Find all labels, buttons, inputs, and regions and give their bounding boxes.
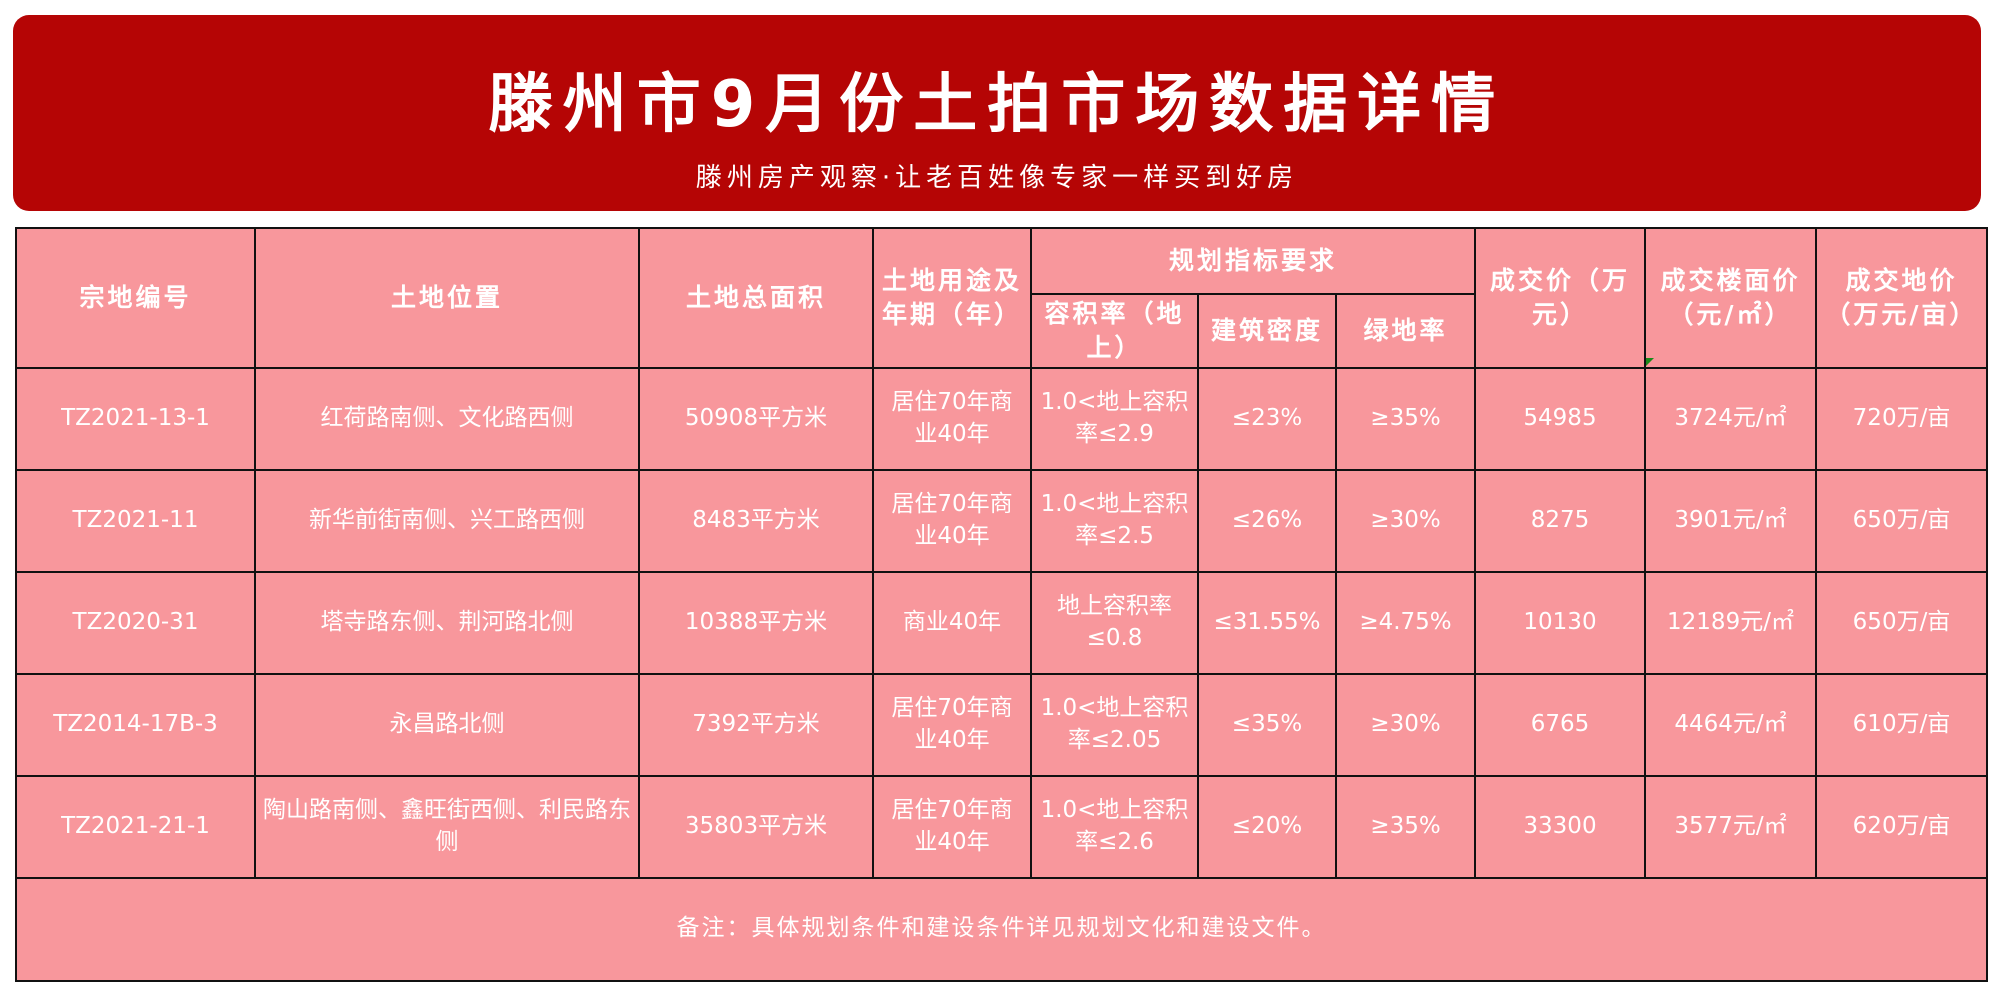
land-auction-table: 宗地编号 土地位置 土地总面积 土地用途及年期（年） 规划指标要求 成交价（万元… <box>15 227 1988 982</box>
table-row: TZ2021-21-1 陶山路南侧、鑫旺街西侧、利民路东侧 35803平方米 居住70… <box>15 774 1988 879</box>
cell-location: 新华前街南侧、兴工路西侧 <box>254 468 640 573</box>
header-planning-group: 规划指标要求 <box>1030 227 1476 295</box>
cell-far: 地上容积率≤0.8 <box>1030 570 1199 675</box>
cell-density: ≤35% <box>1197 672 1337 777</box>
cell-price: 33300 <box>1474 774 1646 879</box>
cell-land-price: 720万/亩 <box>1815 366 1988 471</box>
cell-green: ≥4.75% <box>1335 570 1476 675</box>
header-density: 建筑密度 <box>1197 293 1337 369</box>
cell-far: 1.0<地上容积率≤2.6 <box>1030 774 1199 879</box>
header-location: 土地位置 <box>254 227 640 369</box>
cell-price: 10130 <box>1474 570 1646 675</box>
cell-floor-price: 4464元/㎡ <box>1644 672 1817 777</box>
cell-land-price: 610万/亩 <box>1815 672 1988 777</box>
cell-density: ≤26% <box>1197 468 1337 573</box>
cell-usage: 居住70年商业40年 <box>872 774 1032 879</box>
table-row: TZ2021-11 新华前街南侧、兴工路西侧 8483平方米 居住70年商业40年 1.… <box>15 468 1988 573</box>
cell-land-price: 620万/亩 <box>1815 774 1988 879</box>
header-price: 成交价（万元） <box>1474 227 1646 369</box>
table-row: TZ2020-31 塔寺路东侧、荆河路北侧 10388平方米 商业40年 地上容积率≤0… <box>15 570 1988 675</box>
cell-area: 7392平方米 <box>638 672 874 777</box>
cell-usage: 居住70年商业40年 <box>872 672 1032 777</box>
cell-parcel-id: TZ2021-11 <box>15 468 256 573</box>
header-area: 土地总面积 <box>638 227 874 369</box>
cell-parcel-id: TZ2021-21-1 <box>15 774 256 879</box>
cell-green: ≥35% <box>1335 774 1476 879</box>
cell-usage: 居住70年商业40年 <box>872 468 1032 573</box>
cell-floor-price: 12189元/㎡ <box>1644 570 1817 675</box>
cell-green: ≥30% <box>1335 468 1476 573</box>
header-green: 绿地率 <box>1335 293 1476 369</box>
cell-area: 35803平方米 <box>638 774 874 879</box>
cell-location: 红荷路南侧、文化路西侧 <box>254 366 640 471</box>
footnote: 备注：具体规划条件和建设条件详见规划文化和建设文件。 <box>15 876 1988 982</box>
cell-location: 陶山路南侧、鑫旺街西侧、利民路东侧 <box>254 774 640 879</box>
header-far: 容积率（地上） <box>1030 293 1199 369</box>
cell-far: 1.0<地上容积率≤2.05 <box>1030 672 1199 777</box>
cell-far: 1.0<地上容积率≤2.9 <box>1030 366 1199 471</box>
cell-usage: 居住70年商业40年 <box>872 366 1032 471</box>
cell-price: 6765 <box>1474 672 1646 777</box>
cell-parcel-id: TZ2021-13-1 <box>15 366 256 471</box>
page-title: 滕州市9月份土拍市场数据详情 <box>488 68 1506 142</box>
cell-parcel-id: TZ2020-31 <box>15 570 256 675</box>
cell-land-price: 650万/亩 <box>1815 570 1988 675</box>
cell-land-price: 650万/亩 <box>1815 468 1988 573</box>
cell-density: ≤20% <box>1197 774 1337 879</box>
table-row: TZ2014-17B-3 永昌路北侧 7392平方米 居住70年商业40年 1.0<地上… <box>15 672 1988 777</box>
cell-density: ≤23% <box>1197 366 1337 471</box>
cell-area: 50908平方米 <box>638 366 874 471</box>
page-subtitle: 滕州房产观察·让老百姓像专家一样买到好房 <box>695 163 1299 193</box>
cell-price: 54985 <box>1474 366 1646 471</box>
cell-floor-price: 3577元/㎡ <box>1644 774 1817 879</box>
header-land-price: 成交地价（万元/亩） <box>1815 227 1988 369</box>
cell-density: ≤31.55% <box>1197 570 1337 675</box>
cell-floor-price: 3724元/㎡ <box>1644 366 1817 471</box>
cell-price: 8275 <box>1474 468 1646 573</box>
cell-floor-price: 3901元/㎡ <box>1644 468 1817 573</box>
cell-area: 10388平方米 <box>638 570 874 675</box>
cell-location: 永昌路北侧 <box>254 672 640 777</box>
cell-green: ≥35% <box>1335 366 1476 471</box>
cell-green: ≥30% <box>1335 672 1476 777</box>
header-usage: 土地用途及年期（年） <box>872 227 1032 369</box>
title-banner: 滕州市9月份土拍市场数据详情 滕州房产观察·让老百姓像专家一样买到好房 <box>13 15 1981 211</box>
table-row: TZ2021-13-1 红荷路南侧、文化路西侧 50908平方米 居住70年商业40年… <box>15 366 1988 471</box>
cell-location: 塔寺路东侧、荆河路北侧 <box>254 570 640 675</box>
cell-usage: 商业40年 <box>872 570 1032 675</box>
cell-far: 1.0<地上容积率≤2.5 <box>1030 468 1199 573</box>
cell-area: 8483平方米 <box>638 468 874 573</box>
header-parcel-id: 宗地编号 <box>15 227 256 369</box>
header-floor-price: 成交楼面价（元/㎡） <box>1644 227 1817 369</box>
cell-comment-marker <box>1646 358 1654 366</box>
cell-parcel-id: TZ2014-17B-3 <box>15 672 256 777</box>
